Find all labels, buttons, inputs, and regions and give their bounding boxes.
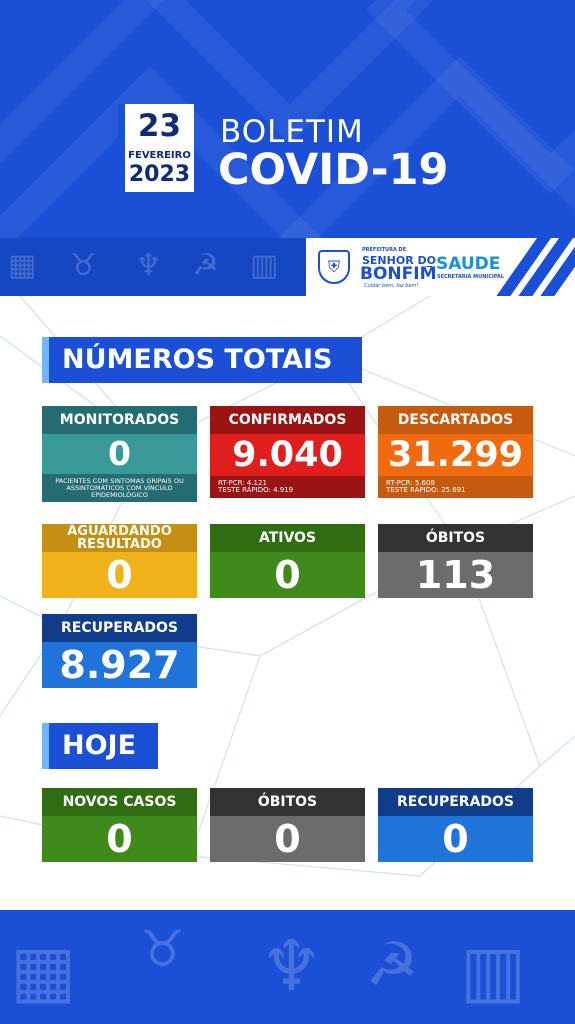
cactus-icon: ♆ xyxy=(135,248,162,283)
card-ativos: ATIVOS 0 xyxy=(210,524,365,598)
descartados-rtpcr: RT-PCR: 5.608 xyxy=(386,479,435,487)
recuperados-value: 8.927 xyxy=(42,642,197,688)
card-novos-casos: NOVOS CASOS 0 xyxy=(42,788,197,862)
city-name-line1: SENHOR DO xyxy=(362,254,436,267)
ativos-label: ATIVOS xyxy=(210,524,365,552)
ativos-value: 0 xyxy=(210,552,365,598)
hammer-sickle-icon: ☭ xyxy=(365,930,419,1000)
card-aguardando: AGUARDANDO RESULTADO 0 xyxy=(42,524,197,598)
obitos-label: ÓBITOS xyxy=(378,524,533,552)
covid-title: COVID-19 xyxy=(218,145,449,195)
section-today-title: HOJE xyxy=(42,723,158,769)
cactus-icon: ♆ xyxy=(260,925,323,1007)
section-totals-title: NÚMEROS TOTAIS xyxy=(42,337,362,383)
divider xyxy=(426,266,432,267)
card-recuperados-hoje: RECUPERADOS 0 xyxy=(378,788,533,862)
descartados-value: 31.299 xyxy=(378,434,533,476)
recuperados-hoje-label: RECUPERADOS xyxy=(378,788,533,816)
card-obitos-hoje: ÓBITOS 0 xyxy=(210,788,365,862)
building-icon: ▥ xyxy=(250,248,279,283)
confirmados-rtpcr: RT-PCR: 4.121 xyxy=(218,479,267,487)
confirmados-breakdown: RT-PCR: 4.121 TESTE RÁPIDO: 4.919 xyxy=(210,476,365,498)
card-descartados: DESCARTADOS 31.299 RT-PCR: 5.608 TESTE R… xyxy=(378,406,533,498)
health-logo: SAUDE xyxy=(436,254,501,274)
header-banner: 23 FEVEREIRO 2023 BOLETIM COVID-19 xyxy=(0,0,575,238)
bull-icon: ♉ xyxy=(140,920,185,978)
obitos-value: 113 xyxy=(378,552,533,598)
monitorados-note: PACIENTES COM SINTOMAS GRIPAIS OU ASSINT… xyxy=(42,474,197,502)
recuperados-label: RECUPERADOS xyxy=(42,614,197,642)
aguardando-label-line2: RESULTADO xyxy=(77,537,162,552)
card-confirmados: CONFIRMADOS 9.040 RT-PCR: 4.121 TESTE RÁ… xyxy=(210,406,365,498)
aguardando-label: AGUARDANDO RESULTADO xyxy=(42,524,197,552)
confirmados-label: CONFIRMADOS xyxy=(210,406,365,434)
obitos-hoje-label: ÓBITOS xyxy=(210,788,365,816)
confirmados-value: 9.040 xyxy=(210,434,365,476)
aguardando-value: 0 xyxy=(42,552,197,598)
date-month: FEVEREIRO xyxy=(128,150,191,161)
accordion-icon: ▦ xyxy=(8,248,37,283)
building-icon: ▥ xyxy=(460,930,527,1012)
monitorados-label: MONITORADOS xyxy=(42,406,197,434)
obitos-hoje-value: 0 xyxy=(210,816,365,862)
aguardando-label-line1: AGUARDANDO xyxy=(67,524,172,539)
prefeitura-text: PREFEITURA DE xyxy=(362,247,407,253)
date-year: 2023 xyxy=(128,162,191,187)
card-recuperados: RECUPERADOS 8.927 xyxy=(42,614,197,688)
descartados-label: DESCARTADOS xyxy=(378,406,533,434)
city-name-line2: BONFIM xyxy=(360,264,437,284)
novos-casos-value: 0 xyxy=(42,816,197,862)
footer-banner: ▦ ♉ ♆ ☭ ▥ xyxy=(0,910,575,1024)
bull-icon: ♉ xyxy=(70,248,97,283)
recuperados-hoje-value: 0 xyxy=(378,816,533,862)
confirmados-rapido: TESTE RÁPIDO: 4.919 xyxy=(218,486,294,494)
date-day: 23 xyxy=(137,108,182,144)
card-monitorados: MONITORADOS 0 PACIENTES COM SINTOMAS GRI… xyxy=(42,406,197,502)
accordion-icon: ▦ xyxy=(10,930,77,1012)
crest-icon: ⛨ xyxy=(318,250,350,284)
descartados-rapido: TESTE RÁPIDO: 25.691 xyxy=(386,486,466,494)
descartados-breakdown: RT-PCR: 5.608 TESTE RÁPIDO: 25.691 xyxy=(378,476,533,498)
card-obitos: ÓBITOS 113 xyxy=(378,524,533,598)
logo-bar: ⛨ PREFEITURA DE SENHOR DO BONFIM Cuidar … xyxy=(306,238,575,296)
hammer-sickle-icon: ☭ xyxy=(192,248,219,283)
monitorados-value: 0 xyxy=(42,434,197,474)
date-box: 23 FEVEREIRO 2023 xyxy=(118,104,194,192)
slogan: Cuidar bem, faz bem! xyxy=(364,283,419,289)
health-subtitle: SECRETARIA MUNICIPAL xyxy=(437,274,505,280)
bulletin-title: BOLETIM xyxy=(220,114,364,150)
novos-casos-label: NOVOS CASOS xyxy=(42,788,197,816)
